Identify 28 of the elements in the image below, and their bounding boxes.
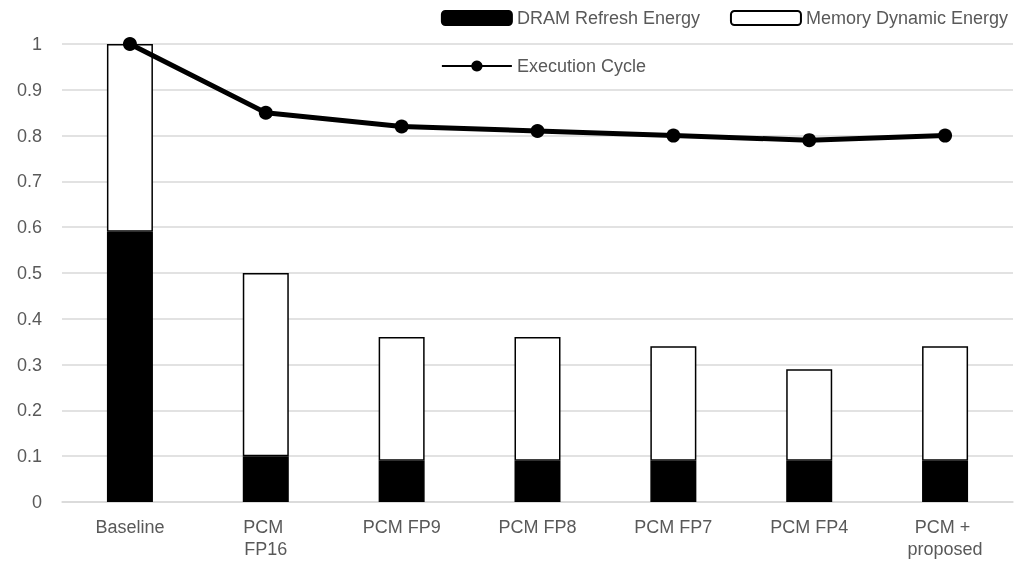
y-tick-label: 0.2	[16, 400, 42, 421]
y-tick-label: 0.6	[16, 217, 42, 238]
x-tick-label: PCM FP16	[243, 517, 289, 559]
point	[938, 128, 953, 143]
point	[258, 105, 273, 120]
point	[530, 124, 545, 139]
point	[122, 37, 137, 51]
y-tick-label: 0.9	[16, 79, 42, 100]
point	[802, 133, 817, 148]
point	[666, 128, 681, 143]
x-tick-label: PCM FP8	[498, 517, 577, 537]
x-tick-label: PCM FP9	[362, 517, 441, 537]
legend-label: Memory Dynamic Energy	[805, 8, 1009, 28]
y-tick-label: 0.8	[16, 125, 42, 146]
y-tick-label: 0.7	[16, 171, 42, 192]
y-tick-label: 0	[31, 492, 42, 512]
y-tick-label: 1	[31, 34, 42, 54]
y-tick-label: 0.3	[16, 354, 42, 375]
y-tick-label: 0.1	[16, 446, 42, 467]
x-tick-label: PCM + proposed	[907, 517, 983, 559]
y-tick-label: 0.4	[16, 308, 42, 329]
legend-label: DRAM Refresh Energy	[516, 8, 700, 28]
x-tick-label: PCM FP7	[634, 517, 713, 537]
x-tick-label: PCM FP4	[770, 517, 849, 537]
legend-label: Execution Cycle	[516, 56, 646, 76]
point	[394, 119, 409, 134]
y-tick-label: 0.5	[16, 263, 42, 283]
x-tick-label: Baseline	[95, 517, 165, 537]
